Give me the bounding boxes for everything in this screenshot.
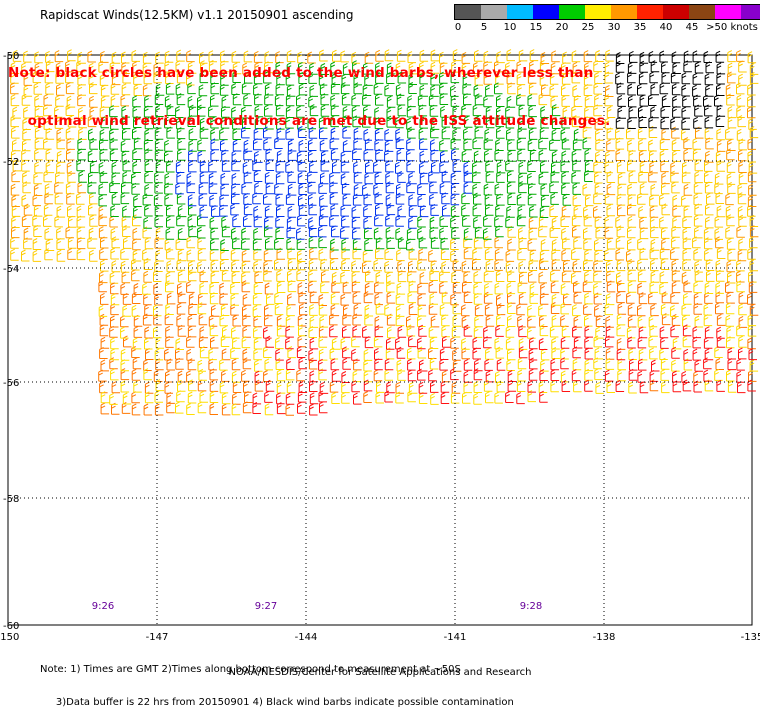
wind-barb-group (252, 324, 757, 416)
page-title: Rapidscat Winds(12.5KM) v1.1 20150901 as… (40, 8, 354, 22)
wind-barbs (10, 49, 759, 416)
lon-tick-label: -150 (0, 632, 19, 643)
legend-swatch (585, 5, 611, 19)
legend-label: 5 (480, 22, 488, 33)
time-labels: 9:26 9:27 9:28 (92, 601, 542, 612)
lon-tick-label: -141 (444, 632, 467, 643)
legend-label: 20 (555, 22, 569, 33)
lon-tick-label: -138 (593, 632, 616, 643)
legend-swatch (455, 5, 481, 19)
latitude-labels: -50 -52 -54 -56 -58 -60 (3, 51, 19, 632)
legend-label: >50 knots (706, 22, 758, 33)
graticule (8, 55, 752, 625)
legend-label: 45 (685, 22, 699, 33)
footnote-line-1: Note: 1) Times are GMT 2)Times along bot… (40, 664, 461, 675)
legend-swatch (533, 5, 559, 19)
time-label: 9:28 (520, 601, 542, 612)
note-line-2: optimal wind retrieval conditions are me… (8, 113, 611, 129)
lat-tick-label: -54 (3, 264, 19, 275)
legend-label: 30 (607, 22, 621, 33)
wind-barb-group (98, 280, 759, 416)
wind-barb-group (175, 126, 473, 240)
lat-tick-label: -52 (3, 157, 19, 168)
map-frame (7, 54, 753, 626)
lat-tick-label: -56 (3, 378, 19, 389)
wind-barb-group (98, 280, 759, 416)
legend-labels: 0 5 10 15 20 25 30 35 40 45 >50 knots (454, 22, 760, 36)
legend-swatch (481, 5, 507, 19)
wind-barb-group (615, 50, 726, 130)
footnote-line-2: 3)Data buffer is 22 hrs from 20150901 4)… (40, 697, 514, 708)
note-line-1: Note: black circles have been added to t… (8, 65, 594, 81)
lon-tick-label: -147 (146, 632, 169, 643)
legend-label: 15 (529, 22, 543, 33)
credit-line: NOAA/NESDIS/Center for Satellite Applica… (228, 667, 532, 678)
time-label: 9:26 (92, 601, 114, 612)
legend-label: 0 (454, 22, 462, 33)
legend-swatch (741, 5, 760, 19)
legend-label: 10 (503, 22, 517, 33)
lon-tick-label: -144 (295, 632, 318, 643)
wind-barb-group (10, 49, 759, 284)
lat-tick-label: -60 (3, 621, 19, 632)
time-label: 9:27 (255, 601, 277, 612)
legend-swatch (715, 5, 741, 19)
lat-tick-label: -50 (3, 51, 19, 62)
footnote: Note: 1) Times are GMT 2)Times along bot… (40, 642, 514, 719)
legend-swatch (637, 5, 663, 19)
legend-label: 25 (581, 22, 595, 33)
red-note: Note: black circles have been added to t… (8, 33, 610, 145)
legend-swatch (507, 5, 533, 19)
longitude-labels: -150 -147 -144 -141 -138 -135 (0, 632, 760, 643)
wind-map: -50-52-54-56-58-60 -150-147-144-141-138-… (0, 49, 760, 643)
legend-swatch (611, 5, 637, 19)
legend-swatch (689, 5, 715, 19)
legend-swatch (663, 5, 689, 19)
wind-speed-legend: 0 5 10 15 20 25 30 35 40 45 >50 knots (454, 4, 760, 36)
legend-color-bar (454, 4, 760, 20)
lon-tick-label: -135 (741, 632, 760, 643)
legend-label: 35 (633, 22, 647, 33)
legend-label: 40 (659, 22, 673, 33)
lat-tick-label: -58 (3, 494, 19, 505)
legend-swatch (559, 5, 585, 19)
wind-barb-group (76, 60, 594, 251)
